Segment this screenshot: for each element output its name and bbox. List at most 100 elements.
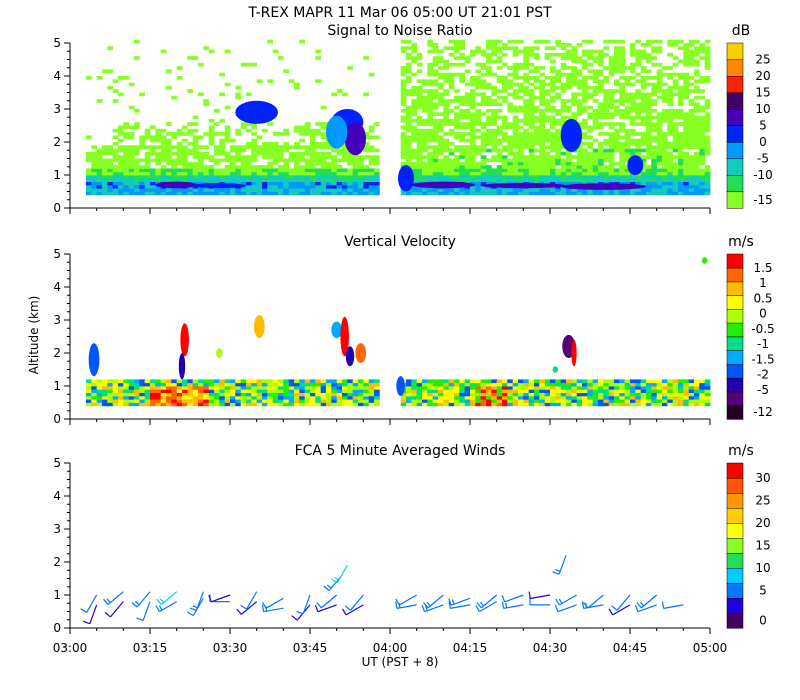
snr-cell [112, 188, 119, 192]
snr-cell [406, 69, 412, 74]
snr-cell [502, 165, 508, 169]
snr-cell [582, 85, 588, 90]
snr-cell [107, 188, 113, 192]
snr-cell [107, 168, 113, 173]
snr-cell [662, 142, 668, 146]
snr-cell [480, 165, 487, 169]
snr-cell [283, 69, 289, 74]
vv-cell [267, 386, 273, 390]
snr-cell [646, 92, 652, 97]
snr-cell [656, 118, 663, 123]
snr-cell [480, 135, 487, 140]
snr-cell [646, 142, 652, 146]
snr-cell [256, 165, 263, 169]
snr-cell [667, 158, 673, 163]
snr-cell [667, 99, 673, 103]
vv-cell [139, 386, 145, 390]
vv-cell [208, 386, 215, 390]
snr-cell [678, 148, 684, 153]
snr-cell [294, 82, 300, 87]
vv-cell [688, 402, 695, 407]
snr-cell [656, 155, 663, 159]
vv-cell [699, 399, 705, 403]
snr-cell [592, 165, 599, 169]
snr-cell [443, 132, 449, 136]
vv-cell [176, 382, 183, 387]
snr-cell [651, 109, 657, 113]
snr-cell [139, 191, 145, 196]
snr-cell [363, 56, 369, 60]
snr-cell [678, 112, 684, 116]
snr-cell [411, 171, 417, 176]
snr-cell [518, 39, 524, 44]
snr-cell [422, 145, 428, 149]
vv-cell [315, 402, 321, 407]
snr-cell [496, 132, 503, 136]
snr-cell [464, 102, 471, 107]
wind-barb [142, 601, 151, 621]
snr-cell [507, 122, 513, 126]
vv-cell [352, 379, 359, 384]
vv-cell [539, 395, 545, 400]
snr-cell [571, 178, 577, 182]
snr-cell [518, 158, 524, 163]
vv-cell [251, 382, 257, 387]
vv-cell [603, 382, 609, 387]
snr-cell [678, 39, 684, 44]
vv-cell [256, 395, 263, 400]
snr-cell [278, 56, 284, 60]
snr-cell [550, 122, 556, 126]
wind-barb [663, 604, 684, 609]
snr-cell [272, 168, 279, 173]
wind-barb [450, 604, 471, 609]
snr-cell [166, 178, 172, 182]
snr-cell [539, 161, 545, 166]
snr-cell [406, 89, 412, 93]
snr-cell [475, 151, 481, 156]
snr-cell [112, 158, 119, 163]
snr-cell [656, 151, 663, 156]
snr-cell [235, 158, 241, 163]
snr-cell [198, 171, 204, 176]
snr-cell [699, 76, 705, 80]
snr-cell [587, 115, 593, 120]
snr-cell [491, 171, 497, 176]
snr-cell [491, 85, 497, 90]
snr-cell [603, 158, 609, 163]
snr-cell [416, 155, 423, 159]
snr-cell [582, 148, 588, 153]
vv-cell [118, 399, 124, 403]
snr-cell [630, 99, 636, 103]
snr-cell [539, 128, 545, 133]
snr-cell [646, 188, 652, 192]
vv-cell [662, 399, 668, 403]
snr-cell [192, 161, 199, 166]
snr-cell [523, 145, 529, 149]
snr-cell [166, 191, 172, 196]
snr-cell [587, 155, 593, 159]
vv-cell [518, 382, 524, 387]
snr-cell [592, 92, 599, 97]
snr-cell [176, 171, 183, 176]
snr-cell [400, 79, 407, 83]
vv-cell [155, 386, 161, 390]
snr-cell [518, 118, 524, 123]
vv-cell [672, 395, 679, 400]
snr-cell [176, 151, 183, 156]
vv-cell [630, 382, 636, 387]
vv-cell [608, 399, 615, 403]
colorbar-tick-label: 10 [755, 561, 770, 575]
snr-cell [528, 145, 535, 149]
colorbar-swatch [726, 267, 744, 283]
snr-cell [374, 175, 380, 179]
vv-feature [331, 321, 342, 339]
snr-cell [523, 128, 529, 133]
snr-cell [672, 82, 679, 87]
snr-cell [406, 125, 412, 130]
snr-cell [470, 165, 476, 169]
snr-cell [454, 43, 460, 47]
snr-cell [614, 49, 620, 54]
snr-cell [400, 151, 407, 156]
snr-cell [694, 158, 700, 163]
snr-cell [534, 95, 540, 100]
